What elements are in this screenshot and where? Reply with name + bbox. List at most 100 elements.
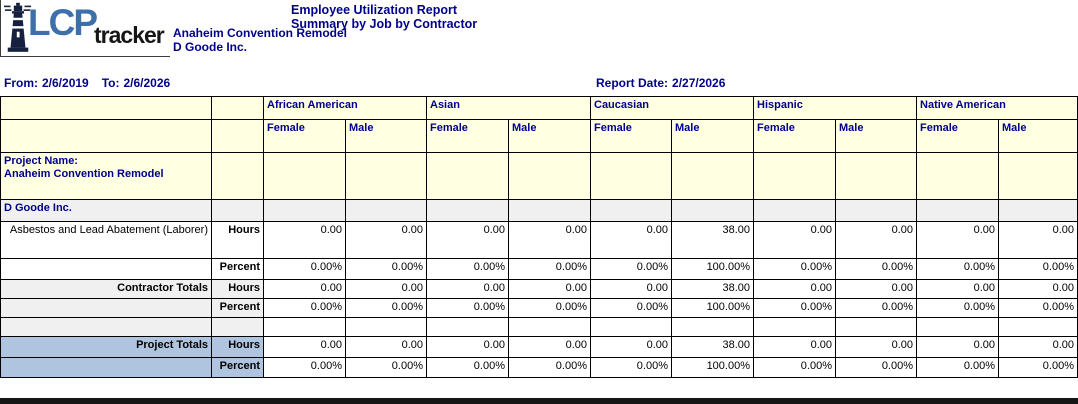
row-type-cell: Hours xyxy=(211,221,264,259)
project-name-row: Project Name: Anaheim Convention Remodel xyxy=(0,152,1078,200)
to-label: To: xyxy=(101,76,120,90)
value-cell: 0.00% xyxy=(508,298,591,318)
value-cell: 0.00 xyxy=(916,221,1000,259)
value-cell xyxy=(426,317,509,337)
empty-cell xyxy=(211,152,264,200)
value-cell: 0.00 xyxy=(263,221,346,259)
row-type-cell xyxy=(211,317,264,337)
group-header-cell: Native American xyxy=(916,96,1078,120)
value-cell: 0.00 xyxy=(263,336,346,358)
value-cell: 0.00% xyxy=(426,298,509,318)
value-cell: 0.00 xyxy=(998,279,1078,299)
contractor-name-row: D Goode Inc. xyxy=(0,199,1078,222)
empty-cell xyxy=(834,199,918,222)
value-cell: 0.00 xyxy=(753,279,836,299)
value-cell xyxy=(998,317,1078,337)
value-cell: 100.00% xyxy=(671,258,754,280)
value-cell: 38.00 xyxy=(671,221,754,259)
empty-cell xyxy=(211,96,264,120)
row-label-cell: Project Totals xyxy=(0,336,212,358)
value-cell: 0.00 xyxy=(834,221,918,259)
report-title-line1: Employee Utilization Report xyxy=(291,3,457,17)
table-row: Project Totals Hours 0.00 0.00 0.00 0.00 0.0… xyxy=(0,336,1078,358)
value-cell: 0.00 xyxy=(916,336,1000,358)
empty-cell xyxy=(916,199,1000,222)
empty-cell xyxy=(508,199,591,222)
group-header-cell: Hispanic xyxy=(752,96,918,120)
report-date-label: Report Date: xyxy=(596,76,669,90)
value-cell: 0.00 xyxy=(590,336,672,358)
table-row: Contractor Totals Hours 0.00 0.00 0.00 0.00… xyxy=(0,279,1078,299)
value-cell: 0.00 xyxy=(345,336,427,358)
value-cell: 0.00% xyxy=(345,357,427,378)
value-cell: 38.00 xyxy=(671,336,754,358)
value-cell: 0.00% xyxy=(590,258,672,280)
value-cell: 0.00% xyxy=(263,258,346,280)
table-row: Percent 0.00% 0.00% 0.00% 0.00% 0.00% 100.00%… xyxy=(0,298,1078,318)
value-cell: 0.00 xyxy=(590,221,672,259)
value-cell: 0.00 xyxy=(508,336,591,358)
subheader-cell: Female xyxy=(426,119,509,153)
report-meta-row: From: 2/6/2019 To: 2/6/2026 Report Date: 2/2… xyxy=(0,76,1078,91)
value-cell: 0.00 xyxy=(345,279,427,299)
subheader-cell: Male xyxy=(508,119,591,153)
header-contractor-name: D Goode Inc. xyxy=(173,40,248,54)
value-cell: 0.00% xyxy=(426,258,509,280)
empty-cell xyxy=(916,152,1000,200)
table-row: Asbestos and Lead Abatement (Laborer) Ho… xyxy=(0,221,1078,259)
value-cell: 0.00% xyxy=(834,357,918,378)
value-cell: 0.00 xyxy=(998,221,1078,259)
empty-cell xyxy=(211,199,264,222)
gender-header-row: Female Male Female Male Female Male Fema… xyxy=(0,119,1078,153)
value-cell xyxy=(508,317,591,337)
value-cell: 0.00 xyxy=(426,279,509,299)
value-cell: 0.00% xyxy=(590,357,672,378)
value-cell: 0.00% xyxy=(345,298,427,318)
row-type-cell: Percent xyxy=(211,258,264,280)
value-cell: 38.00 xyxy=(671,279,754,299)
value-cell xyxy=(834,317,918,337)
value-cell: 0.00 xyxy=(916,279,1000,299)
value-cell: 0.00% xyxy=(998,357,1078,378)
value-cell: 0.00 xyxy=(753,336,836,358)
empty-cell xyxy=(590,199,672,222)
report-title-line2: Summary by Job by Contractor xyxy=(291,17,478,31)
empty-cell xyxy=(426,152,509,200)
lcptracker-logo: LCP tracker xyxy=(0,0,170,57)
empty-cell xyxy=(263,199,346,222)
row-type-cell: Hours xyxy=(211,279,264,299)
contractor-name-cell: D Goode Inc. xyxy=(0,199,212,222)
to-value: 2/6/2026 xyxy=(123,76,171,90)
row-type-cell: Percent xyxy=(211,357,264,378)
report-title: Employee Utilization Report Summary by J… xyxy=(291,3,477,31)
project-name-value: Anaheim Convention Remodel xyxy=(4,168,164,180)
group-header-cell: Asian xyxy=(426,96,591,120)
header-project-block: Anaheim Convention Remodel D Goode Inc. xyxy=(173,26,347,54)
value-cell: 0.00 xyxy=(426,221,509,259)
bottom-window-bar xyxy=(0,398,1078,404)
value-cell: 0.00 xyxy=(834,336,918,358)
value-cell: 0.00% xyxy=(916,298,1000,318)
header-project-name: Anaheim Convention Remodel xyxy=(173,26,348,40)
empty-cell xyxy=(671,152,754,200)
table-row: Percent 0.00% 0.00% 0.00% 0.00% 0.00% 100.00%… xyxy=(0,258,1078,280)
value-cell: 0.00 xyxy=(345,221,427,259)
subheader-cell: Female xyxy=(753,119,836,153)
empty-cell xyxy=(998,199,1078,222)
value-cell: 0.00 xyxy=(834,279,918,299)
value-cell: 0.00% xyxy=(508,357,591,378)
row-label-cell xyxy=(0,317,212,337)
empty-cell xyxy=(426,199,509,222)
value-cell: 100.00% xyxy=(671,357,754,378)
subheader-cell: Female xyxy=(916,119,1000,153)
value-cell: 0.00 xyxy=(508,221,591,259)
empty-cell xyxy=(590,152,672,200)
value-cell: 0.00% xyxy=(753,357,836,378)
table-row: Percent 0.00% 0.00% 0.00% 0.00% 0.00% 100.00%… xyxy=(0,357,1078,378)
subheader-cell: Female xyxy=(590,119,672,153)
subheader-cell: Male xyxy=(998,119,1078,153)
value-cell: 0.00 xyxy=(508,279,591,299)
value-cell: 0.00% xyxy=(345,258,427,280)
row-label-cell: Asbestos and Lead Abatement (Laborer) xyxy=(0,221,212,259)
